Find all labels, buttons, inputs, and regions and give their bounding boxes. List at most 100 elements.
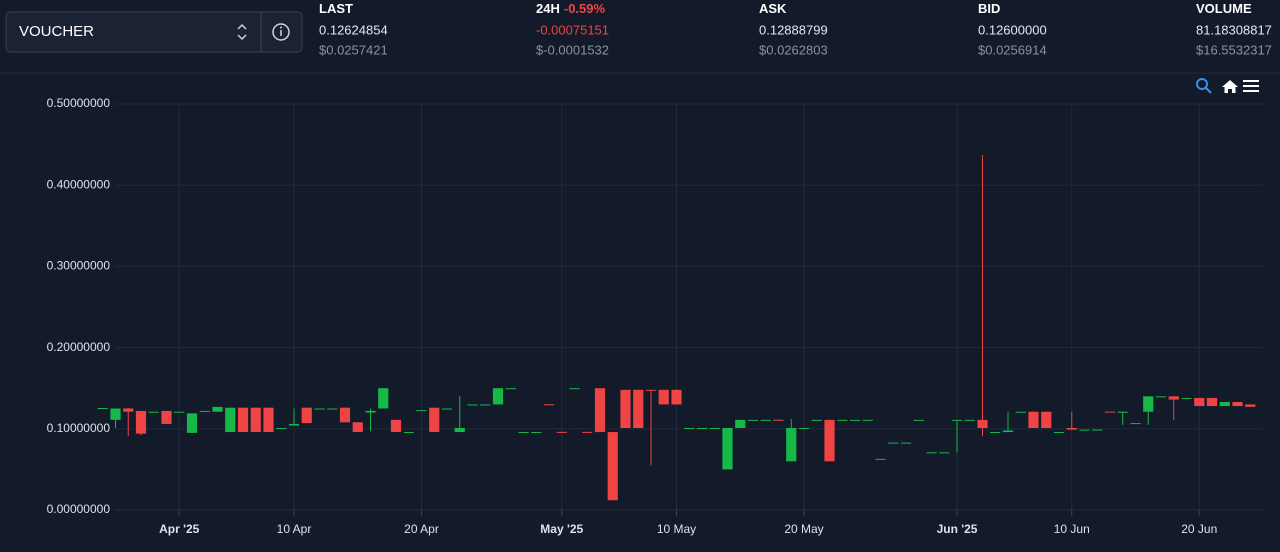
zoom-icon-handle — [1205, 87, 1212, 94]
candle-body — [403, 432, 414, 434]
x-tick-label: 20 May — [784, 522, 823, 536]
stat-value: 0.12624854 — [319, 22, 388, 37]
candle-body — [1104, 411, 1116, 413]
candle-body — [1092, 429, 1103, 431]
candle-body — [492, 388, 504, 405]
info-icon-dot — [280, 26, 282, 29]
x-tick-label: Jun '25 — [937, 522, 978, 536]
stat-value: 0.12600000 — [978, 22, 1047, 37]
symbol-select[interactable]: VOUCHER — [5, 11, 303, 53]
candle-body — [811, 419, 822, 421]
candle-body — [110, 408, 121, 420]
candle-body — [1245, 404, 1256, 407]
stat-value: -0.00075151 — [536, 22, 609, 37]
candle-body — [365, 410, 376, 413]
candle-body — [658, 389, 669, 405]
candle-body — [773, 419, 784, 421]
y-tick-label: 0.50000000 — [47, 96, 111, 110]
candle-body — [429, 407, 440, 433]
x-tick-label: 20 Apr — [404, 522, 439, 536]
candle-body — [263, 407, 274, 433]
x-tick-label: 10 Apr — [277, 522, 312, 536]
x-tick-label: 20 Jun — [1181, 522, 1217, 536]
stat-label: LAST — [319, 1, 353, 16]
candle-body — [518, 432, 529, 434]
candle-body — [161, 410, 172, 424]
candle-body — [1066, 427, 1077, 430]
stat-label-text: BID — [978, 1, 1000, 16]
stat-label: BID — [978, 1, 1000, 16]
candle-body — [186, 413, 198, 433]
candle-body — [939, 452, 950, 454]
stat-label-text: 24H — [536, 1, 560, 16]
zoom-button[interactable] — [1196, 78, 1212, 94]
candle-body — [174, 411, 185, 413]
candle-body — [760, 419, 771, 421]
stat-label-text: VOLUME — [1196, 1, 1252, 16]
x-tick-label: Apr '25 — [159, 522, 200, 536]
home-button[interactable] — [1222, 80, 1238, 93]
stat-label: VOLUME — [1196, 1, 1252, 16]
candle-body — [926, 452, 937, 454]
candle-body — [747, 419, 759, 421]
candle-body — [1206, 397, 1218, 407]
candle-body — [250, 407, 261, 433]
candle-body — [454, 427, 465, 433]
candle-body — [900, 442, 912, 444]
symbol: VOUCHER — [19, 23, 94, 40]
y-tick-label: 0.30000000 — [47, 259, 111, 273]
stats: LAST 0.12624854 $0.0257421 24H -0.59% -0.0007… — [319, 1, 1272, 57]
candle-body — [1219, 402, 1230, 407]
info-icon[interactable] — [272, 23, 290, 41]
stat-change: -0.59% — [564, 1, 606, 16]
candle-body — [225, 407, 236, 433]
candle-body — [594, 388, 606, 433]
candle-body — [467, 404, 478, 406]
chevron-icon — [237, 23, 247, 41]
candle-body — [1155, 396, 1167, 398]
candle-body — [276, 427, 287, 429]
candle-body — [837, 419, 848, 421]
candle-body — [620, 389, 631, 428]
candle-body — [1130, 423, 1141, 425]
candle-body — [327, 408, 338, 410]
candle-body — [148, 411, 159, 413]
candle-body — [569, 388, 580, 390]
candle-body — [888, 442, 899, 444]
stat-value: 81.18308817 — [1196, 22, 1272, 37]
stat-label-text: ASK — [759, 1, 787, 16]
candle-body — [1168, 396, 1179, 400]
candle-body — [531, 432, 542, 434]
stat-usd: $16.5532317 — [1196, 42, 1272, 57]
y-tick-label: 0.10000000 — [47, 421, 111, 435]
candle-body — [135, 410, 147, 434]
info-button[interactable] — [272, 23, 290, 41]
toolbar — [1196, 78, 1259, 94]
candle-body — [1143, 396, 1154, 412]
candle-body — [288, 423, 300, 426]
candle-body — [1194, 397, 1205, 407]
candle-body — [645, 389, 657, 391]
candle-body — [212, 406, 223, 412]
candle-body — [378, 388, 389, 409]
stat-usd: $0.0262803 — [759, 42, 828, 57]
candle-body — [990, 432, 1001, 434]
menu-button[interactable] — [1243, 80, 1259, 92]
candle-body — [441, 408, 453, 410]
select-box[interactable] — [5, 11, 303, 53]
candle-body — [1028, 411, 1039, 428]
candle-body — [735, 419, 746, 428]
stat-usd: $0.0256914 — [978, 42, 1047, 57]
candle-body — [97, 408, 108, 410]
candle-body — [798, 427, 810, 429]
candle-body — [314, 408, 325, 410]
candle-body — [1117, 411, 1128, 413]
candle-body — [786, 427, 797, 462]
y-tick-label: 0.40000000 — [47, 177, 111, 191]
candle-body — [633, 389, 644, 428]
candle-body — [339, 407, 351, 423]
candle-body — [1053, 432, 1065, 434]
zoom-icon[interactable] — [1196, 78, 1208, 90]
